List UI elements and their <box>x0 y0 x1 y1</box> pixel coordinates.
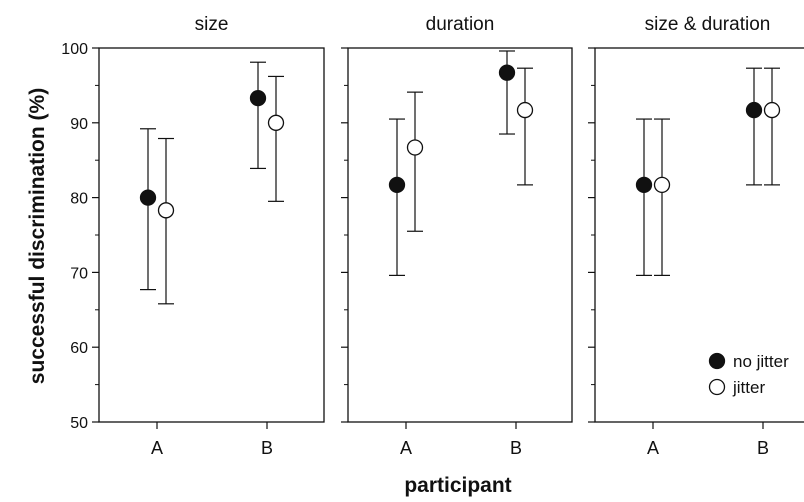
marker-no-jitter <box>249 89 267 107</box>
marker-no-jitter <box>498 64 516 81</box>
marker-no-jitter <box>635 176 653 194</box>
panel-1: size 50 60 70 80 90 100 A B <box>61 14 325 458</box>
x-axis-label: participant <box>404 474 511 497</box>
marker-no-jitter <box>139 189 157 206</box>
y-tick-label: 90 <box>70 116 88 133</box>
x-tick-label: A <box>151 438 163 458</box>
marker-jitter <box>406 139 424 156</box>
panel-2: duration A B <box>341 14 573 458</box>
panel-title: duration <box>426 14 495 35</box>
marker-jitter <box>516 101 534 119</box>
marker-jitter <box>763 101 781 119</box>
panel-frame <box>98 47 325 423</box>
y-axis-label: successful discrimination (%) <box>26 88 49 384</box>
y-tick-label: 70 <box>70 265 88 282</box>
legend: no jitter jitter <box>708 352 789 397</box>
x-tick-label: B <box>510 438 522 458</box>
marker-jitter <box>157 202 175 219</box>
legend-marker-jitter <box>708 378 726 396</box>
panel-title: size <box>195 14 229 35</box>
x-tick-label: A <box>400 438 412 458</box>
panel-frame <box>347 47 573 423</box>
legend-label: no jitter <box>733 352 789 371</box>
x-tick-label: B <box>261 438 273 458</box>
x-tick-label: A <box>647 438 659 458</box>
legend-label: jitter <box>732 378 765 397</box>
marker-no-jitter <box>745 101 763 119</box>
panel-3: size & duration A B <box>588 14 804 458</box>
marker-jitter <box>267 114 285 131</box>
y-tick-label: 100 <box>61 41 88 58</box>
y-tick-label: 80 <box>70 191 88 208</box>
marker-jitter <box>653 176 671 194</box>
legend-marker-no-jitter <box>708 352 726 370</box>
y-tick-label: 50 <box>70 415 88 432</box>
marker-no-jitter <box>388 176 406 194</box>
y-tick-label: 60 <box>70 340 88 357</box>
x-tick-label: B <box>757 438 769 458</box>
panel-title: size & duration <box>645 14 771 35</box>
